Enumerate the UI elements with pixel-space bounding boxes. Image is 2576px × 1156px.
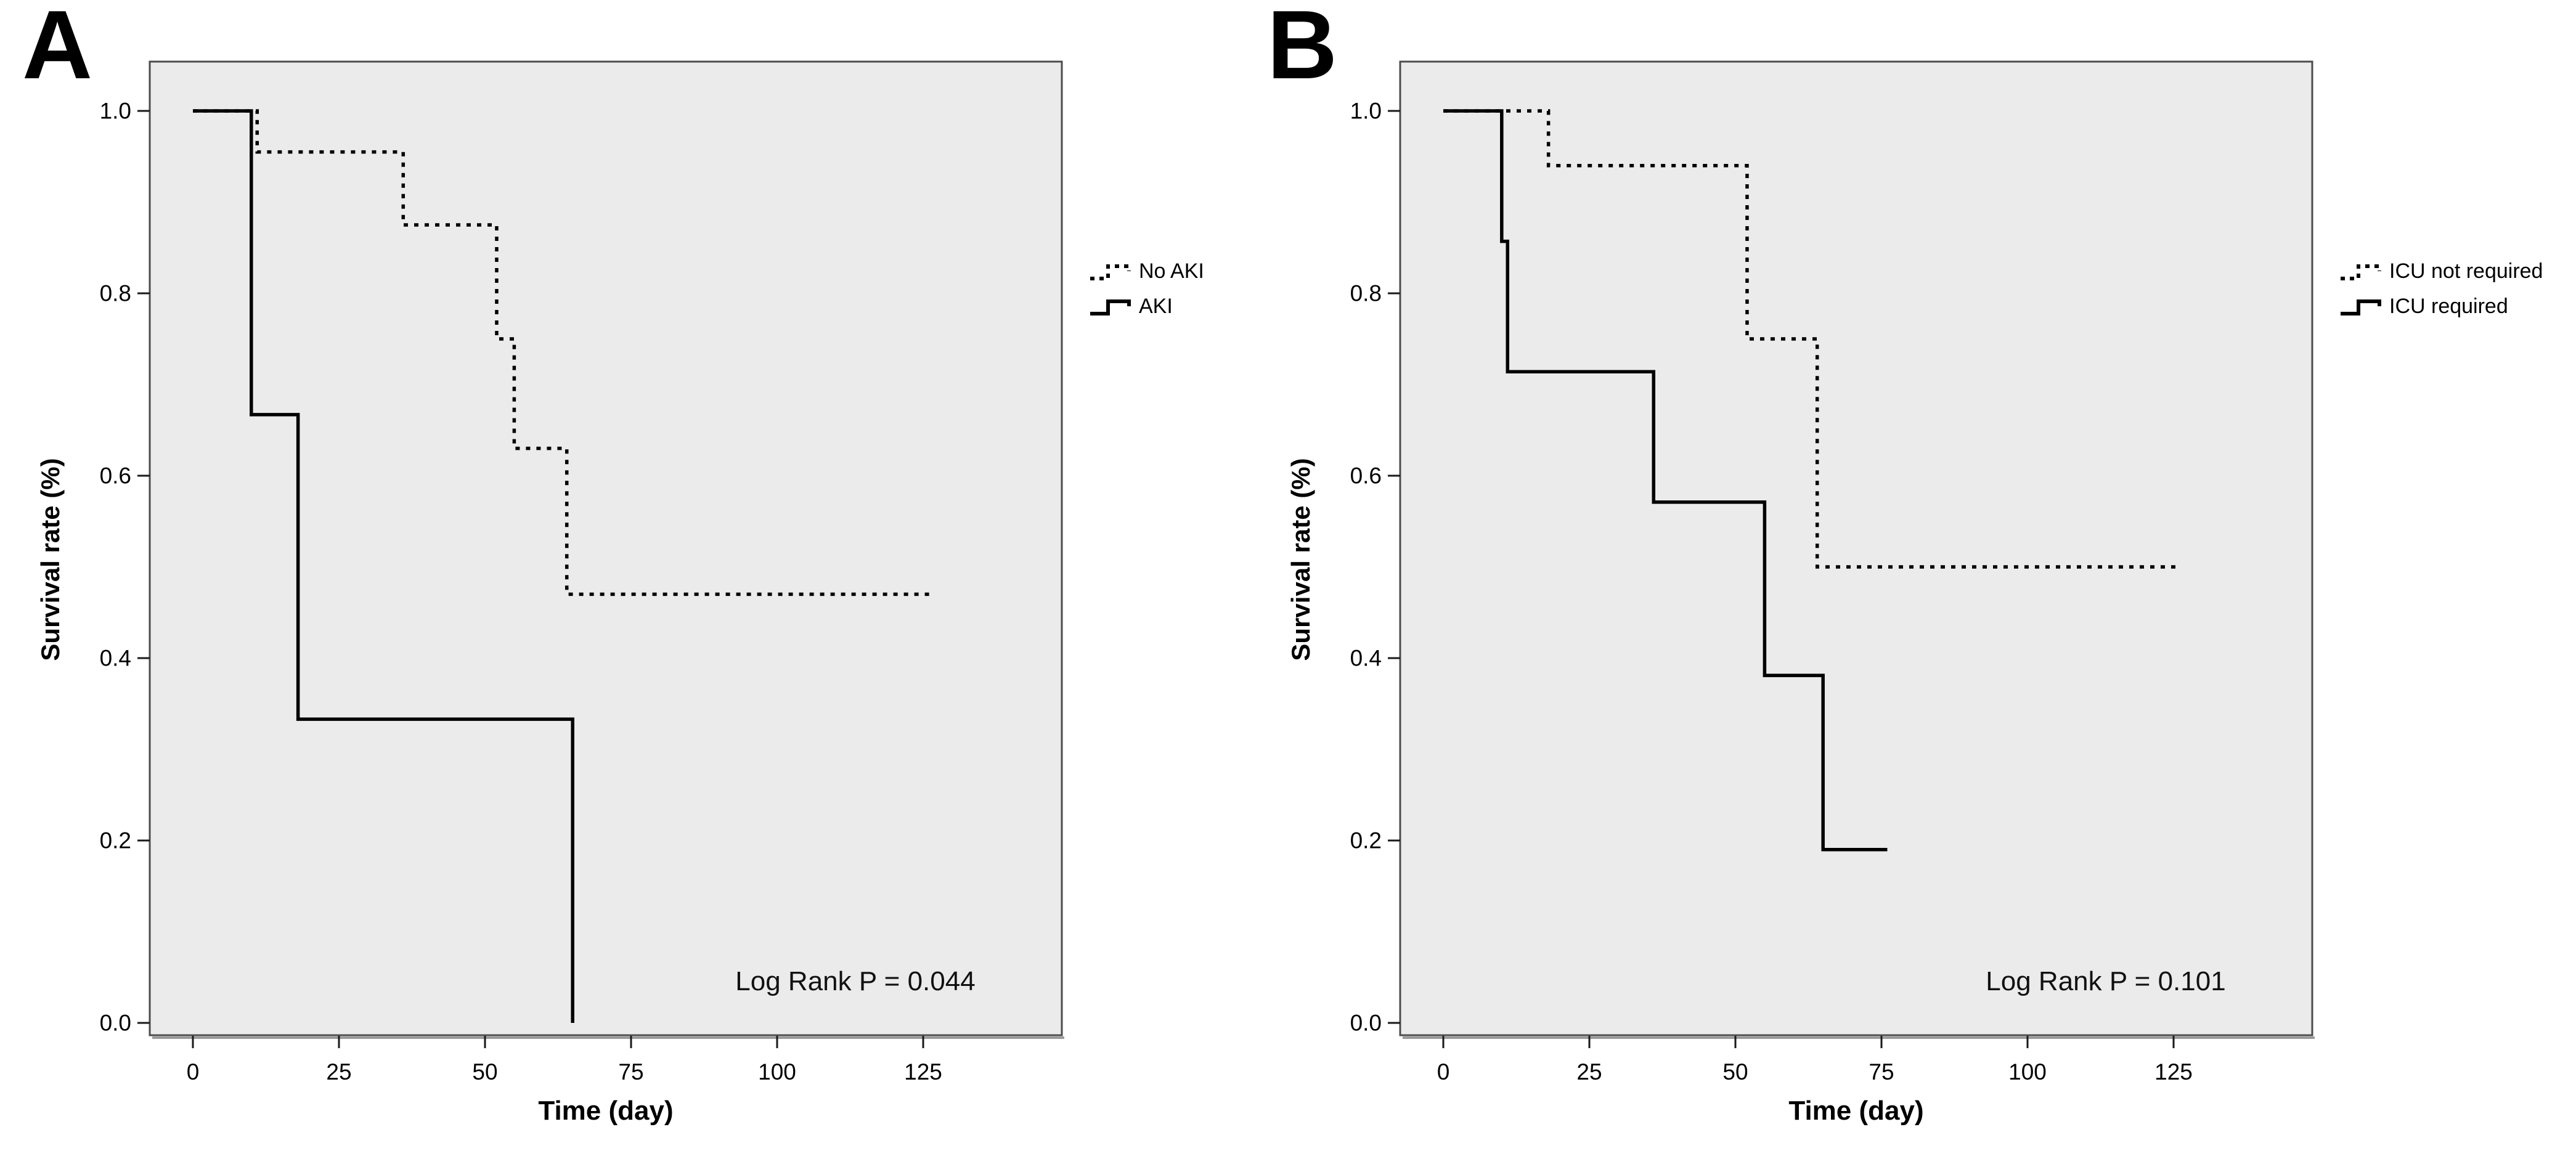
svg-text:25: 25 [1576,1059,1602,1085]
svg-text:0.2: 0.2 [100,828,131,853]
solid-step-line-icon [2341,299,2381,315]
svg-text:75: 75 [618,1059,643,1085]
legend-item-label: ICU required [2389,295,2508,318]
panel-a-letter: A [22,0,93,99]
svg-text:0.6: 0.6 [1350,463,1382,489]
dashed-step-line-icon [2341,264,2381,280]
x-axis-label-b: Time (day) [1788,1096,1924,1126]
svg-text:0.8: 0.8 [1350,281,1382,306]
svg-text:100: 100 [2008,1059,2047,1085]
panel-b-letter: B [1267,0,1338,99]
svg-text:1.0: 1.0 [100,99,131,124]
svg-text:0.4: 0.4 [100,646,131,671]
legend-item-icu-required: ICU required [2339,289,2543,324]
km-curve-no-aki [193,109,935,596]
svg-text:0.8: 0.8 [100,281,131,306]
svg-text:0: 0 [1437,1059,1450,1085]
log-rank-annotation-a: Log Rank P = 0.044 [735,966,976,996]
svg-text:0.6: 0.6 [100,463,131,489]
legend-item-label: No AKI [1139,259,1204,283]
legend-item-no-aki: No AKI [1088,254,1204,289]
legend-item-icu-not-required: ICU not required [2339,254,2543,289]
legend-b: ICU not required ICU required [2339,254,2543,324]
km-panel-B: 1.0 0.8 0.6 0.4 0.2 0.0 0 25 50 75 100 125 [1350,60,2315,1085]
y-axis-label-a: Survival rate (%) [36,458,65,661]
legend-item-aki: AKI [1088,289,1204,324]
km-panel-A: 1.0 0.8 0.6 0.4 0.2 0.0 0 25 50 75 100 125 [100,60,1064,1085]
svg-text:75: 75 [1869,1059,1894,1085]
x-axis-label-a: Time (day) [538,1096,674,1126]
svg-text:100: 100 [758,1059,796,1085]
y-axis-label-b: Survival rate (%) [1286,458,1315,661]
svg-text:50: 50 [1722,1059,1748,1085]
dashed-step-line-icon [1090,264,1131,280]
solid-step-line-icon [1090,299,1131,315]
svg-text:0.2: 0.2 [1350,828,1382,853]
legend-item-label: ICU not required [2389,259,2543,283]
legend-a: No AKI AKI [1088,254,1204,324]
svg-text:125: 125 [2154,1059,2193,1085]
svg-text:1.0: 1.0 [1350,99,1382,124]
km-curve-icu-required [1443,109,1888,852]
km-curve-aki [193,109,574,1023]
legend-item-label: AKI [1139,295,1173,318]
log-rank-annotation-b: Log Rank P = 0.101 [1986,966,2226,996]
svg-text:125: 125 [904,1059,942,1085]
svg-text:0: 0 [187,1059,200,1085]
svg-text:0.0: 0.0 [100,1011,131,1036]
svg-text:50: 50 [472,1059,497,1085]
svg-text:0.4: 0.4 [1350,646,1382,671]
svg-text:25: 25 [326,1059,351,1085]
svg-text:0.0: 0.0 [1350,1011,1382,1036]
